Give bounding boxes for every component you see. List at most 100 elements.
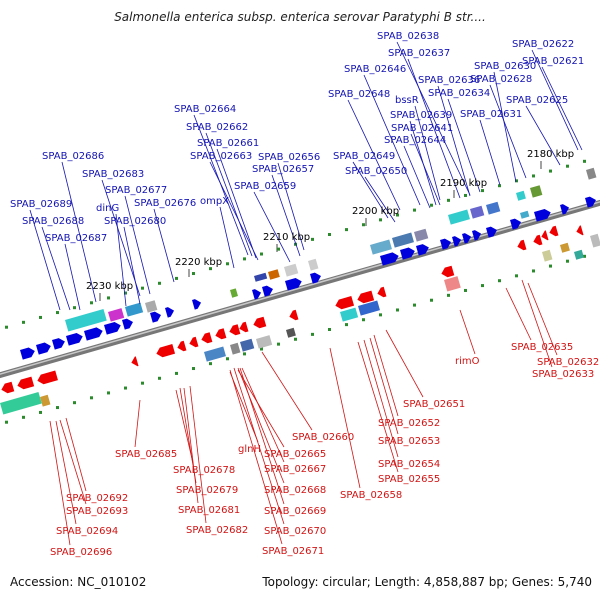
forward-label-leader xyxy=(124,195,151,295)
reverse-gene-label[interactable]: SPAB_02693 xyxy=(66,506,128,517)
reverse-gene-label[interactable]: SPAB_02692 xyxy=(66,493,128,504)
forward-gene-label[interactable]: SPAB_02648 xyxy=(328,89,390,100)
forward-gene-label[interactable]: SPAB_02631 xyxy=(460,109,522,120)
forward-gene-label[interactable]: SPAB_02650 xyxy=(345,166,407,177)
forward-gene-label[interactable]: bssR xyxy=(395,95,419,106)
dotted-track-reverse xyxy=(345,323,348,327)
reverse-gene-label[interactable]: SPAB_02654 xyxy=(378,459,440,470)
feature-block xyxy=(240,338,255,352)
forward-gene-label[interactable]: SPAB_02689 xyxy=(10,199,72,210)
reverse-gene-label[interactable]: SPAB_02665 xyxy=(264,449,326,460)
forward-gene-label[interactable]: SPAB_02659 xyxy=(234,181,296,192)
forward-gene-label[interactable]: SPAB_02641 xyxy=(391,123,453,134)
forward-gene-label[interactable]: SPAB_02628 xyxy=(470,74,532,85)
reverse-gene-label[interactable]: SPAB_02678 xyxy=(173,465,235,476)
feature-block xyxy=(144,300,158,313)
dotted-track-reverse xyxy=(481,284,484,288)
dotted-track-reverse xyxy=(243,352,246,356)
dotted-track-reverse xyxy=(430,298,433,302)
forward-gene-label[interactable]: SPAB_02687 xyxy=(45,233,107,244)
genome-summary: Topology: circular; Length: 4,858,887 bp… xyxy=(262,575,592,589)
dotted-track-reverse xyxy=(396,308,399,312)
forward-gene-label[interactable]: SPAB_02683 xyxy=(82,169,144,180)
forward-gene-label[interactable]: SPAB_02637 xyxy=(388,48,450,59)
forward-gene-label[interactable]: ompX xyxy=(200,196,229,207)
dotted-track-reverse xyxy=(73,401,76,405)
feature-block xyxy=(392,232,414,248)
reverse-gene-label[interactable]: SPAB_02653 xyxy=(378,436,440,447)
forward-gene-label[interactable]: SPAB_02676 xyxy=(134,198,196,209)
dotted-track-forward xyxy=(566,164,569,168)
reverse-gene-label[interactable]: glnH xyxy=(238,444,261,455)
forward-gene-label[interactable]: SPAB_02636 xyxy=(418,75,480,86)
forward-gene-label[interactable]: SPAB_02664 xyxy=(174,104,236,115)
reverse-gene-label[interactable]: rimO xyxy=(455,356,480,367)
dotted-track-reverse xyxy=(277,342,280,346)
reverse-gene-label[interactable]: SPAB_02685 xyxy=(115,449,177,460)
feature-block xyxy=(520,210,530,219)
forward-gene-label[interactable]: SPAB_02656 xyxy=(258,152,320,163)
reverse-gene-label[interactable]: SPAB_02696 xyxy=(50,547,112,558)
forward-label-leader xyxy=(447,98,481,193)
feature-block xyxy=(574,249,584,260)
reverse-gene-label[interactable]: SPAB_02633 xyxy=(532,369,594,380)
feature-block xyxy=(308,258,319,271)
reverse-gene-label[interactable]: SPAB_02667 xyxy=(264,464,326,475)
reverse-gene-label[interactable]: SPAB_02660 xyxy=(292,432,354,443)
forward-gene-label[interactable]: SPAB_02677 xyxy=(105,185,167,196)
forward-gene-label[interactable]: SPAB_02638 xyxy=(377,31,439,42)
forward-gene-label[interactable]: SPAB_02621 xyxy=(522,56,584,67)
dotted-track-reverse xyxy=(5,420,8,424)
forward-gene-label[interactable]: SPAB_02649 xyxy=(333,151,395,162)
forward-gene-label[interactable]: SPAB_02644 xyxy=(384,135,446,146)
forward-label-leader xyxy=(64,243,81,311)
forward-gene-arrow xyxy=(510,218,521,230)
forward-gene-label[interactable]: SPAB_02634 xyxy=(428,88,490,99)
dotted-track-reverse xyxy=(107,391,110,395)
dotted-track-reverse xyxy=(124,386,127,390)
forward-gene-label[interactable]: SPAB_02646 xyxy=(344,64,406,75)
feature-block xyxy=(108,308,125,322)
reverse-gene-arrow xyxy=(131,356,139,367)
feature-block xyxy=(204,346,226,362)
forward-gene-label[interactable]: SPAB_02686 xyxy=(42,151,104,162)
forward-gene-label[interactable]: SPAB_02662 xyxy=(186,122,248,133)
forward-gene-label[interactable]: SPAB_02639 xyxy=(390,110,452,121)
dotted-track-reverse xyxy=(532,269,535,273)
reverse-gene-label[interactable]: SPAB_02655 xyxy=(378,474,440,485)
reverse-gene-label[interactable]: SPAB_02681 xyxy=(178,505,240,516)
forward-gene-label[interactable]: dinG xyxy=(96,203,119,214)
dotted-track-forward xyxy=(447,198,450,202)
forward-gene-label[interactable]: SPAB_02663 xyxy=(190,151,252,162)
dotted-track-forward xyxy=(515,179,518,183)
forward-gene-label[interactable]: SPAB_02625 xyxy=(506,95,568,106)
reverse-gene-label[interactable]: SPAB_02669 xyxy=(264,506,326,517)
reverse-gene-label[interactable]: SPAB_02682 xyxy=(186,525,248,536)
forward-gene-label[interactable]: SPAB_02657 xyxy=(252,164,314,175)
dotted-track-reverse xyxy=(260,347,263,351)
tick-label: 2210 kbp xyxy=(263,232,310,243)
forward-gene-arrow xyxy=(252,289,262,300)
forward-gene-label[interactable]: SPAB_02680 xyxy=(104,216,166,227)
reverse-gene-label[interactable]: SPAB_02670 xyxy=(264,526,326,537)
reverse-gene-label[interactable]: SPAB_02651 xyxy=(403,399,465,410)
reverse-gene-label[interactable]: SPAB_02668 xyxy=(264,485,326,496)
dotted-track-reverse xyxy=(515,274,518,278)
reverse-gene-label[interactable]: SPAB_02671 xyxy=(262,546,324,557)
reverse-gene-label[interactable]: SPAB_02679 xyxy=(176,485,238,496)
reverse-gene-label[interactable]: SPAB_02658 xyxy=(340,490,402,501)
dotted-track-reverse xyxy=(141,381,144,385)
forward-gene-label[interactable]: SPAB_02630 xyxy=(474,61,536,72)
forward-gene-label[interactable]: SPAB_02688 xyxy=(22,216,84,227)
reverse-gene-label[interactable]: SPAB_02635 xyxy=(511,342,573,353)
map-title: Salmonella enterica subsp. enterica sero… xyxy=(114,10,486,24)
reverse-gene-label[interactable]: SPAB_02632 xyxy=(537,357,599,368)
reverse-gene-label[interactable]: SPAB_02652 xyxy=(378,418,440,429)
dotted-track-reverse xyxy=(498,279,501,283)
dotted-track-forward xyxy=(345,228,348,232)
reverse-gene-label[interactable]: SPAB_02694 xyxy=(56,526,118,537)
forward-gene-label[interactable]: SPAB_02622 xyxy=(512,39,574,50)
gene-features xyxy=(0,167,600,415)
forward-gene-label[interactable]: SPAB_02661 xyxy=(197,138,259,149)
